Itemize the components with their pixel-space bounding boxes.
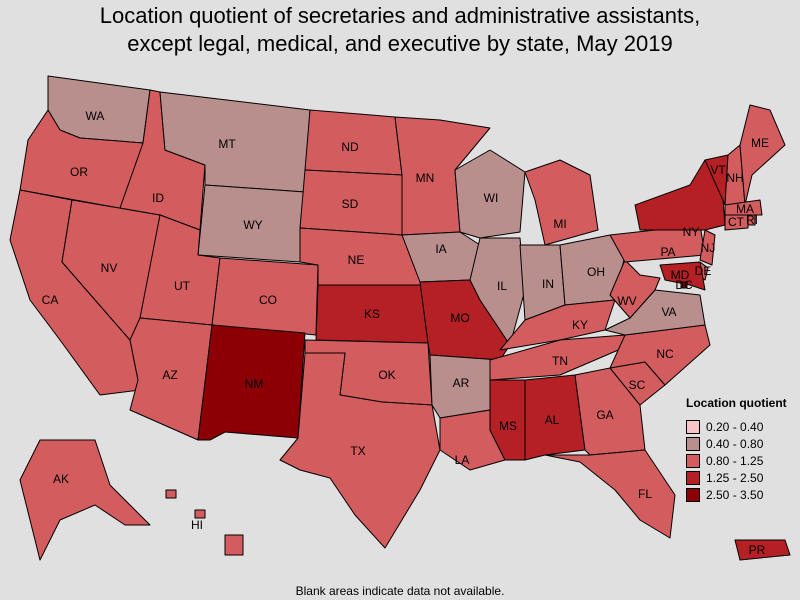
state-label-la: LA [455, 453, 470, 467]
state-label-mt: MT [218, 137, 236, 151]
state-pr [734, 539, 791, 561]
legend-label: 1.25 - 2.50 [706, 470, 764, 485]
legend-swatch [686, 453, 700, 468]
state-label-wi: WI [484, 191, 499, 205]
state-label-al: AL [545, 413, 560, 427]
map-title: Location quotient of secretaries and adm… [0, 2, 800, 58]
state-label-nv: NV [101, 261, 118, 275]
legend-item: 0.40 - 0.80 [686, 435, 787, 452]
state-label-va: VA [661, 305, 676, 319]
state-label-mn: MN [416, 171, 435, 185]
state-label-sc: SC [629, 378, 646, 392]
state-label-or: OR [70, 165, 88, 179]
footnote: Blank areas indicate data not available. [295, 584, 505, 598]
state-label-ok: OK [378, 368, 395, 382]
state-me [739, 104, 786, 206]
state-label-ct: CT [728, 215, 745, 229]
state-label-ri: RI [746, 213, 758, 227]
state-label-ak: AK [53, 472, 69, 486]
legend-swatch [686, 436, 700, 451]
state-label-ma: MA [736, 202, 754, 216]
legend-title: Location quotient [686, 396, 787, 410]
state-label-md: MD [671, 268, 690, 282]
legend-swatch [686, 487, 700, 502]
state-label-tn: TN [552, 354, 568, 368]
state-nm [197, 324, 306, 441]
state-label-co: CO [259, 293, 277, 307]
title-line-1: Location quotient of secretaries and adm… [99, 3, 701, 28]
state-label-in: IN [542, 277, 554, 291]
legend-label: 0.20 - 0.40 [706, 419, 764, 434]
state-label-ut: UT [174, 279, 191, 293]
state-md [659, 261, 706, 291]
state-label-nd: ND [341, 140, 359, 154]
state-label-ms: MS [499, 419, 517, 433]
state-tx [279, 352, 441, 549]
legend: Location quotient 0.20 - 0.40 0.40 - 0.80… [686, 396, 787, 503]
state-ak [19, 439, 151, 561]
state-label-mo: MO [450, 311, 469, 325]
state-label-nm: NM [245, 377, 264, 391]
state-label-mi: MI [553, 217, 566, 231]
state-ms [489, 379, 526, 461]
state-label-ky: KY [572, 318, 588, 332]
state-label-wa: WA [86, 109, 105, 123]
legend-item: 0.80 - 1.25 [686, 452, 787, 469]
legend-label: 0.80 - 1.25 [706, 453, 764, 468]
legend-item: 2.50 - 3.50 [686, 486, 787, 503]
state-label-fl: FL [638, 487, 652, 501]
state-label-ia: IA [435, 242, 446, 256]
state-label-nj: NJ [701, 241, 716, 255]
state-label-wy: WY [243, 218, 262, 232]
state-hi [165, 489, 244, 556]
legend-label: 0.40 - 0.80 [706, 436, 764, 451]
state-label-ks: KS [364, 307, 380, 321]
state-label-pr: PR [749, 543, 766, 557]
state-ma [724, 199, 763, 216]
legend-item: 0.20 - 0.40 [686, 418, 787, 435]
state-label-nh: NH [726, 171, 743, 185]
state-label-il: IL [497, 279, 507, 293]
state-label-oh: OH [587, 265, 605, 279]
state-label-sd: SD [342, 197, 359, 211]
state-label-vt: VT [710, 163, 726, 177]
state-ct [724, 214, 749, 231]
state-label-pa: PA [660, 245, 675, 259]
title-line-2: except legal, medical, and executive by … [127, 31, 673, 56]
state-label-me: ME [751, 136, 769, 150]
legend-swatch [686, 419, 700, 434]
state-fl [544, 449, 676, 539]
state-dc [680, 281, 688, 289]
state-label-hi: HI [191, 518, 203, 532]
state-label-ca: CA [42, 293, 59, 307]
state-al [524, 374, 586, 461]
state-label-ar: AR [453, 376, 470, 390]
state-label-az: AZ [162, 368, 177, 382]
state-label-tx: TX [350, 444, 365, 458]
state-label-nc: NC [656, 347, 674, 361]
state-label-ny: NY [683, 225, 700, 239]
state-label-de: DE [695, 264, 712, 278]
state-label-ne: NE [348, 253, 365, 267]
state-nj [699, 229, 716, 266]
state-label-ga: GA [596, 408, 613, 422]
state-label-dc: DC [675, 278, 693, 292]
legend-swatch [686, 470, 700, 485]
legend-label: 2.50 - 3.50 [706, 487, 764, 502]
state-label-wv: WV [617, 294, 636, 308]
state-label-id: ID [152, 191, 164, 205]
state-mi [524, 159, 599, 246]
state-wi [454, 149, 526, 239]
legend-item: 1.25 - 2.50 [686, 469, 787, 486]
